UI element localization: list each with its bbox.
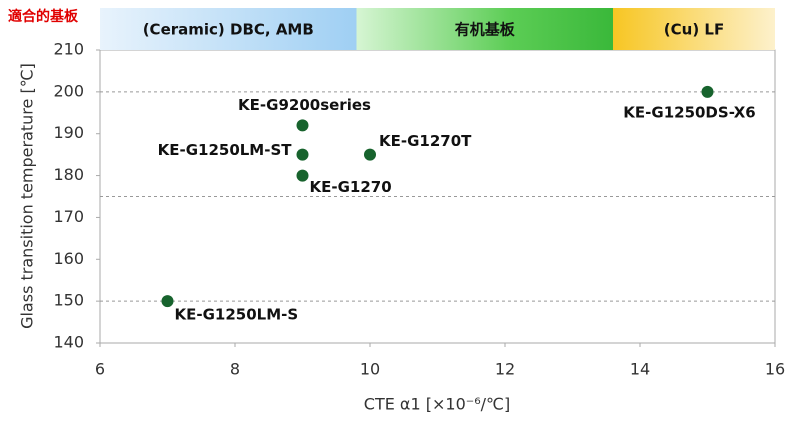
point-label: KE-G1270T xyxy=(379,132,472,150)
point-label: KE-G1250LM-ST xyxy=(158,141,293,159)
band-label: (Cu) LF xyxy=(664,21,724,39)
point xyxy=(701,85,714,98)
point-label: KE-G1270 xyxy=(310,178,392,196)
band xyxy=(613,8,775,50)
x-tick-label: 16 xyxy=(765,360,785,379)
x-tick-label: 8 xyxy=(230,360,240,379)
point xyxy=(296,169,309,182)
y-tick-label: 140 xyxy=(53,333,84,352)
point-label: KE-G9200series xyxy=(238,96,371,114)
point xyxy=(364,148,376,161)
y-tick-label: 160 xyxy=(53,249,84,268)
y-tick-label: 150 xyxy=(53,291,84,310)
x-tick-label: 10 xyxy=(360,360,380,379)
y-tick-label: 200 xyxy=(53,81,84,100)
y-axis-title: Glass transition temperature [℃] xyxy=(18,63,37,329)
point xyxy=(161,295,174,308)
x-tick-label: 12 xyxy=(495,360,515,379)
point xyxy=(296,119,309,132)
y-tick-label: 170 xyxy=(53,207,84,226)
point-label: KE-G1250DS-X6 xyxy=(623,103,755,121)
x-tick-label: 6 xyxy=(95,360,105,379)
y-tick-label: 190 xyxy=(53,123,84,142)
band xyxy=(356,8,613,50)
point xyxy=(296,148,309,161)
band-label: 有机基板 xyxy=(455,21,516,39)
band-label: (Ceramic) DBC, AMB xyxy=(143,21,314,39)
point-label: KE-G1250LM-S xyxy=(175,306,299,324)
y-tick-label: 180 xyxy=(53,165,84,184)
y-tick-label: 210 xyxy=(53,40,84,59)
band xyxy=(100,8,357,50)
x-tick-label: 14 xyxy=(630,360,650,379)
header-label: 適合的基板 xyxy=(8,8,79,25)
x-axis-title: CTE α1 [×10⁻⁶/℃] xyxy=(364,395,510,414)
